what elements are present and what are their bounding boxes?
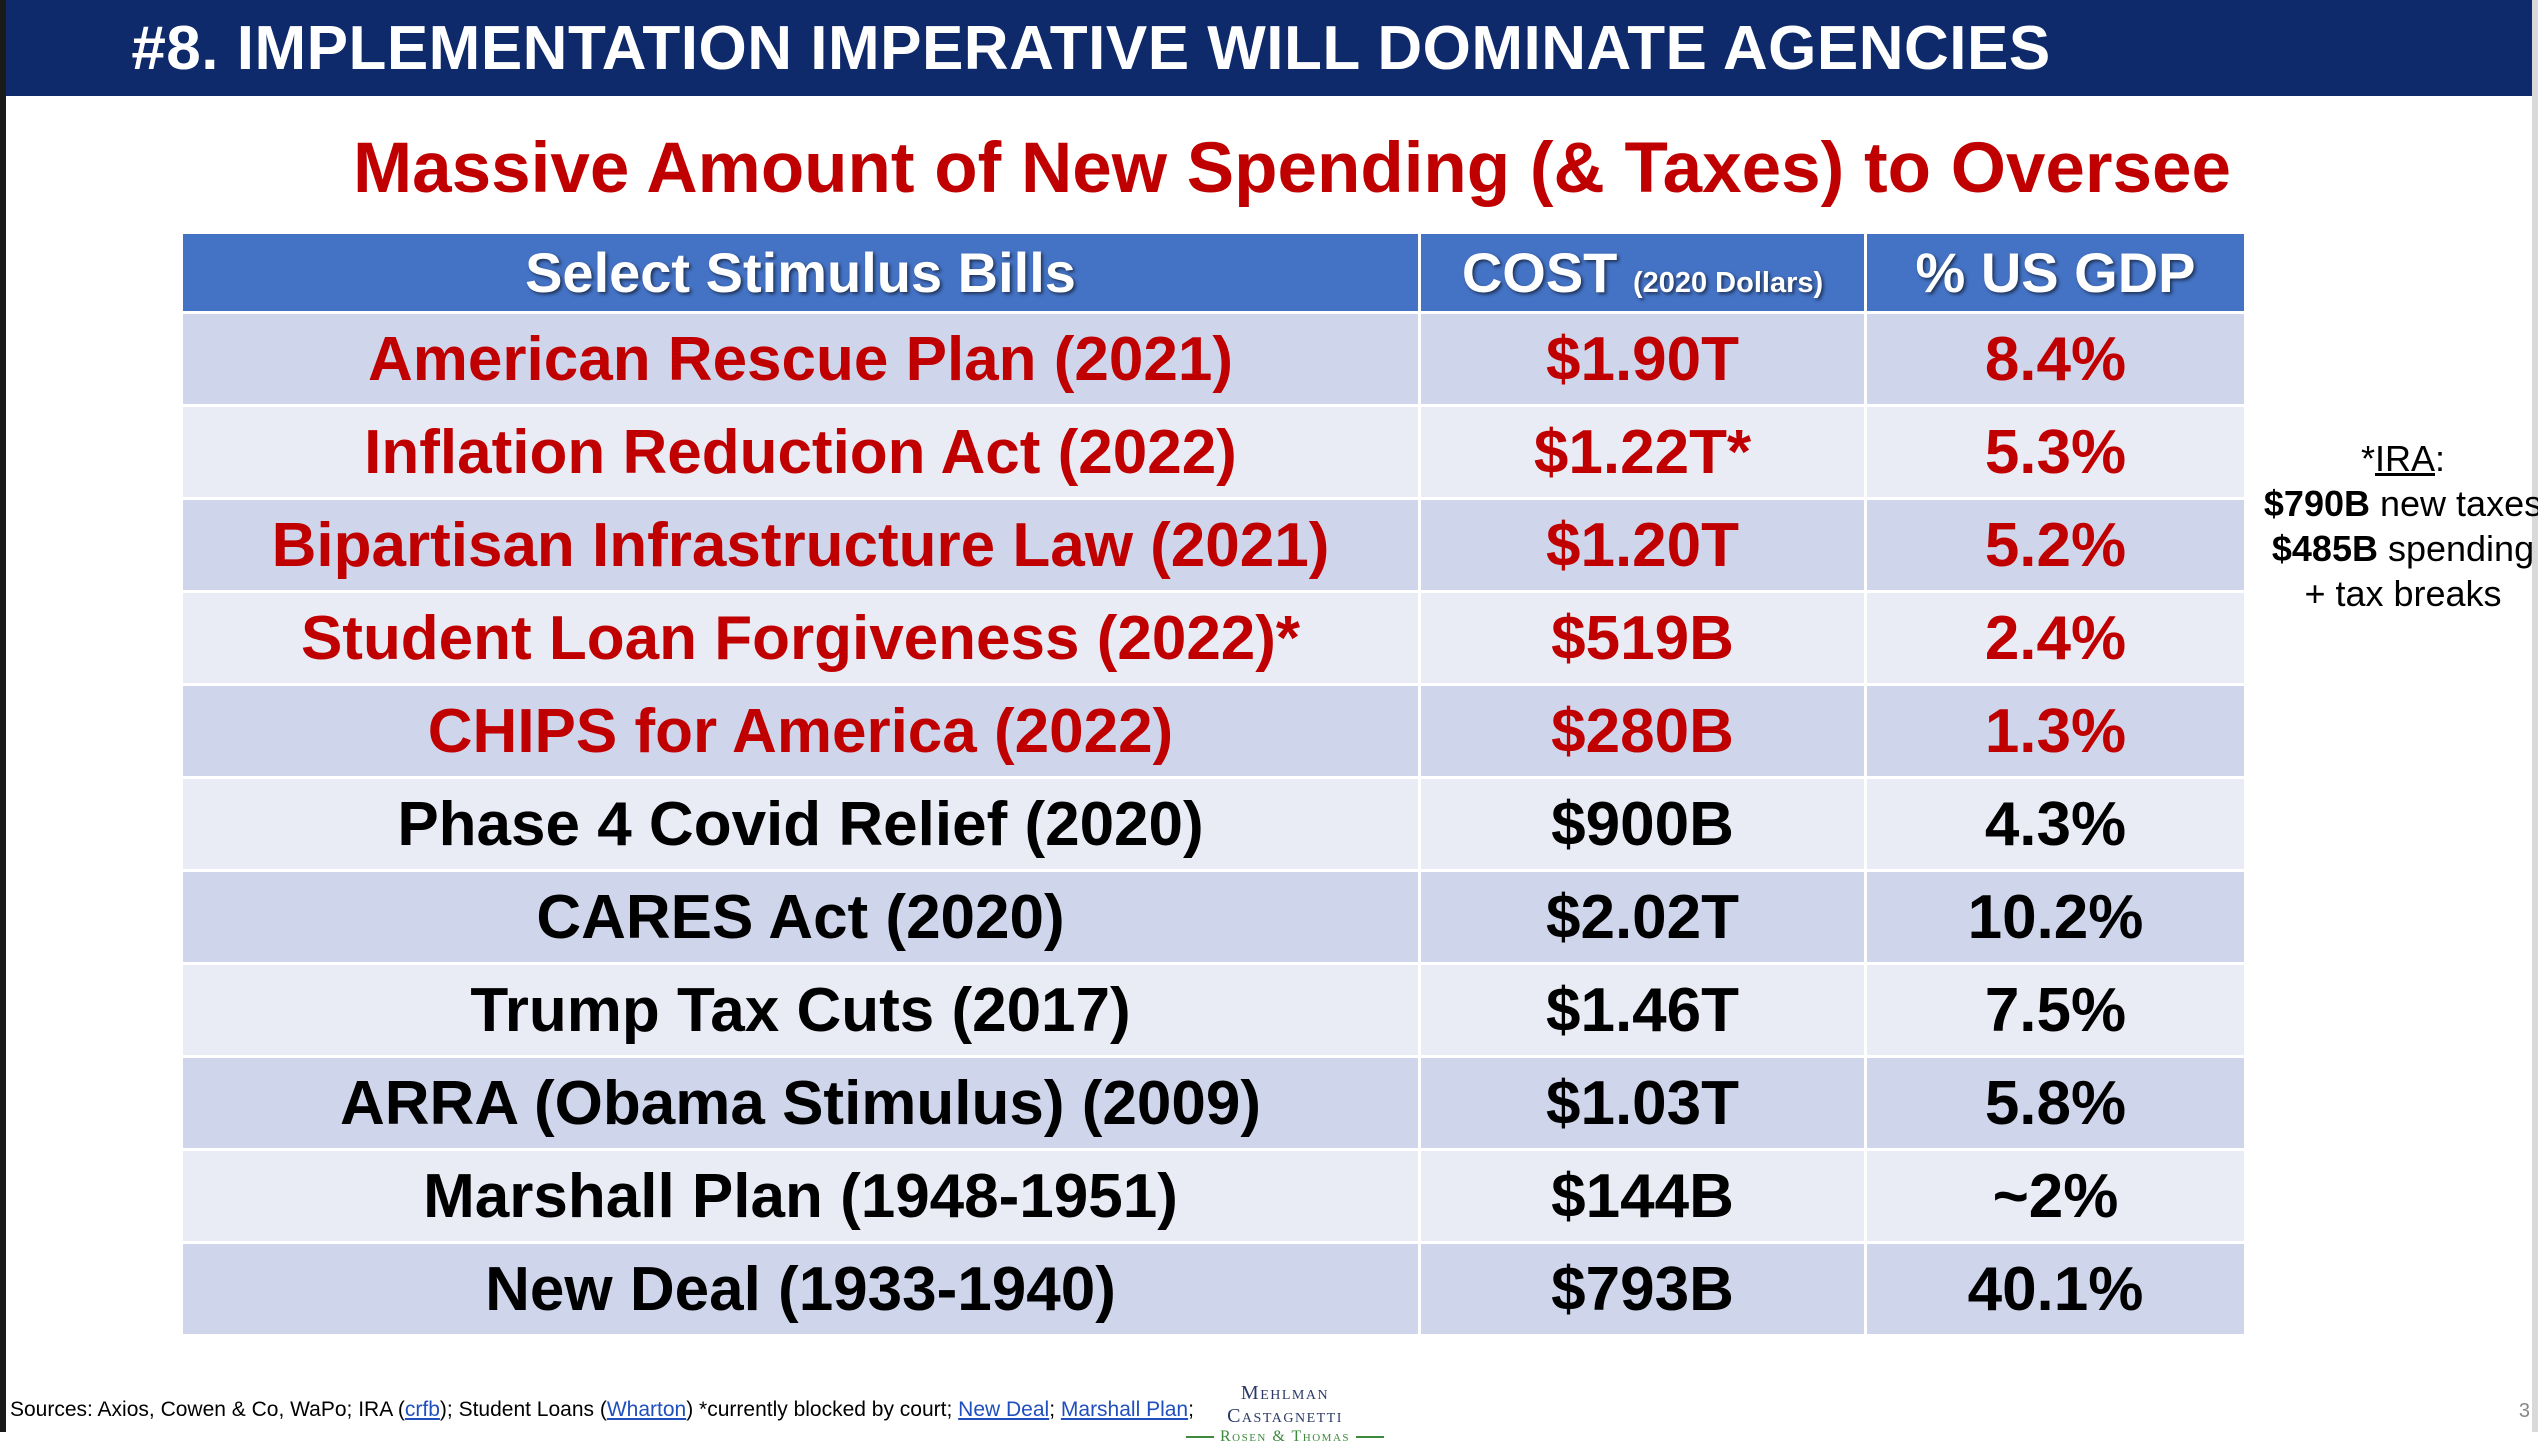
link-marshall-plan[interactable]: Marshall Plan xyxy=(1060,1398,1189,1421)
table-row: American Rescue Plan (2021) $1.90T 8.4% xyxy=(180,311,2247,407)
sources-sep: ; xyxy=(1049,1398,1061,1421)
ira-note-heading: *IRA: xyxy=(2258,436,2538,481)
ira-note-breaks: + tax breaks xyxy=(2304,573,2502,614)
cell-bill: New Deal (1933-1940) xyxy=(180,1241,1421,1337)
cell-cost: $793B xyxy=(1418,1241,1867,1337)
ira-note-taxes: $790B new taxes xyxy=(2258,481,2538,526)
cell-cost: $1.20T xyxy=(1418,497,1867,593)
cell-cost: $2.02T xyxy=(1418,869,1867,965)
cell-gdp: 7.5% xyxy=(1864,962,2247,1058)
cell-bill: CHIPS for America (2022) xyxy=(180,683,1421,779)
link-new-deal[interactable]: New Deal xyxy=(958,1398,1050,1421)
table-row: CARES Act (2020) $2.02T 10.2% xyxy=(180,869,2247,965)
right-scroll-strip xyxy=(2532,0,2538,1432)
column-header-gdp: % US GDP xyxy=(1864,231,2247,314)
cell-bill: Phase 4 Covid Relief (2020) xyxy=(180,776,1421,872)
link-wharton[interactable]: Wharton xyxy=(606,1398,687,1421)
cell-gdp: 5.2% xyxy=(1864,497,2247,593)
column-header-bill: Select Stimulus Bills xyxy=(180,231,1421,314)
column-header-cost-label: COST xyxy=(1461,241,1618,304)
ira-taxes-text: new taxes xyxy=(2370,483,2538,524)
ira-note-label: IRA xyxy=(2374,438,2435,479)
cell-gdp: 4.3% xyxy=(1864,776,2247,872)
table-body: American Rescue Plan (2021) $1.90T 8.4% Inf… xyxy=(180,311,2247,1337)
cell-gdp: 2.4% xyxy=(1864,590,2247,686)
table-row: Trump Tax Cuts (2017) $1.46T 7.5% xyxy=(180,962,2247,1058)
left-edge xyxy=(0,0,6,1432)
cell-bill: CARES Act (2020) xyxy=(180,869,1421,965)
cell-cost: $1.03T xyxy=(1418,1055,1867,1151)
cell-bill: Trump Tax Cuts (2017) xyxy=(180,962,1421,1058)
cell-bill: ARRA (Obama Stimulus) (2009) xyxy=(180,1055,1421,1151)
table-row: ARRA (Obama Stimulus) (2009) $1.03T 5.8% xyxy=(180,1055,2247,1151)
subtitle-text: Massive Amount of New Spending (& Taxes)… xyxy=(353,129,2231,208)
cell-cost: $519B xyxy=(1418,590,1867,686)
ira-note-star: * xyxy=(2360,438,2375,479)
cell-bill: Bipartisan Infrastructure Law (2021) xyxy=(180,497,1421,593)
sources-footnote: Sources: Axios, Cowen & Co, WaPo; IRA (c… xyxy=(10,1398,1194,1422)
ira-spending-text: spending xyxy=(2377,528,2535,569)
cell-cost: $900B xyxy=(1418,776,1867,872)
column-header-gdp-label: % US GDP xyxy=(1915,241,2196,304)
logo-line2: Rosen & Thomas xyxy=(1219,1428,1351,1445)
table-row: New Deal (1933-1940) $793B 40.1% xyxy=(180,1241,2247,1337)
cell-gdp: 5.3% xyxy=(1864,404,2247,500)
firm-logo: Mehlman Castagnetti Rosen & Thomas xyxy=(1180,1382,1390,1446)
table-row: Bipartisan Infrastructure Law (2021) $1.2… xyxy=(180,497,2247,593)
cell-gdp: 1.3% xyxy=(1864,683,2247,779)
cell-cost: $1.90T xyxy=(1418,311,1867,407)
column-header-bill-label: Select Stimulus Bills xyxy=(525,241,1076,304)
logo-line2-row: Rosen & Thomas xyxy=(1180,1428,1390,1446)
column-header-cost: COST (2020 Dollars) xyxy=(1418,231,1867,314)
table-row: Inflation Reduction Act (2022) $1.22T* 5.3… xyxy=(180,404,2247,500)
ira-note-colon: : xyxy=(2435,438,2446,479)
cell-cost: $1.22T* xyxy=(1418,404,1867,500)
cell-cost: $144B xyxy=(1418,1148,1867,1244)
ira-note: *IRA: $790B new taxes $485B spending + t… xyxy=(2258,436,2538,616)
cell-gdp: 10.2% xyxy=(1864,869,2247,965)
logo-rule-right xyxy=(1356,1436,1385,1438)
sources-mid1: ); Student Loans ( xyxy=(439,1398,607,1421)
cell-gdp: 8.4% xyxy=(1864,311,2247,407)
logo-line1: Mehlman Castagnetti xyxy=(1227,1382,1343,1427)
cell-gdp: 40.1% xyxy=(1864,1241,2247,1337)
table-row: Marshall Plan (1948-1951) $144B ~2% xyxy=(180,1148,2247,1244)
cell-gdp: ~2% xyxy=(1864,1148,2247,1244)
table-row: Phase 4 Covid Relief (2020) $900B 4.3% xyxy=(180,776,2247,872)
ira-note-spending: $485B spending xyxy=(2258,526,2538,571)
page-number: 3 xyxy=(2518,1400,2530,1422)
link-crfb[interactable]: crfb xyxy=(404,1398,440,1421)
column-header-cost-note: (2020 Dollars) xyxy=(1632,267,1824,299)
sources-mid2: ) *currently blocked by court; xyxy=(686,1398,959,1421)
cell-cost: $1.46T xyxy=(1418,962,1867,1058)
header-title: #8. IMPLEMENTATION IMPERATIVE WILL DOMIN… xyxy=(131,13,2051,83)
table-row: CHIPS for America (2022) $280B 1.3% xyxy=(180,683,2247,779)
ira-spending-amount: $485B xyxy=(2271,528,2378,569)
slide-subtitle: Massive Amount of New Spending (& Taxes)… xyxy=(0,128,2538,209)
logo-rule-left xyxy=(1185,1436,1214,1438)
cell-gdp: 5.8% xyxy=(1864,1055,2247,1151)
header-bar: #8. IMPLEMENTATION IMPERATIVE WILL DOMIN… xyxy=(6,0,2532,96)
cell-bill: Inflation Reduction Act (2022) xyxy=(180,404,1421,500)
sources-suffix: ; xyxy=(1188,1398,1194,1421)
cell-bill: Student Loan Forgiveness (2022)* xyxy=(180,590,1421,686)
stimulus-table: Select Stimulus Bills COST (2020 Dollars… xyxy=(180,231,2247,1337)
cell-bill: American Rescue Plan (2021) xyxy=(180,311,1421,407)
cell-cost: $280B xyxy=(1418,683,1867,779)
cell-bill: Marshall Plan (1948-1951) xyxy=(180,1148,1421,1244)
table-row: Student Loan Forgiveness (2022)* $519B 2.4… xyxy=(180,590,2247,686)
ira-taxes-amount: $790B xyxy=(2263,483,2370,524)
table-header-row: Select Stimulus Bills COST (2020 Dollars… xyxy=(180,231,2247,314)
sources-prefix: Sources: Axios, Cowen & Co, WaPo; IRA ( xyxy=(10,1398,405,1421)
